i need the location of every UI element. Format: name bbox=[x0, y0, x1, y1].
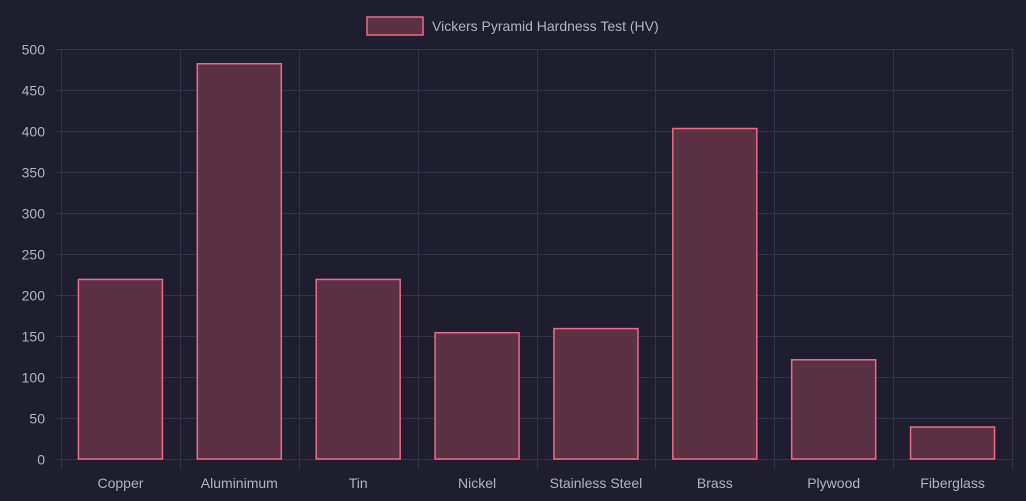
y-tick-label: 100 bbox=[22, 370, 46, 386]
legend-swatch[interactable] bbox=[366, 16, 424, 36]
x-tick-label: Stainless Steel bbox=[550, 475, 643, 491]
x-tick-label: Copper bbox=[97, 475, 143, 491]
bar-copper[interactable] bbox=[77, 278, 164, 460]
y-tick-label: 350 bbox=[22, 165, 46, 181]
y-tick-label: 300 bbox=[22, 206, 46, 222]
legend[interactable]: Vickers Pyramid Hardness Test (HV) bbox=[366, 16, 659, 36]
bar-tin[interactable] bbox=[315, 278, 401, 460]
y-tick-label: 150 bbox=[22, 329, 46, 345]
y-tick-label: 0 bbox=[37, 452, 45, 468]
legend-label[interactable]: Vickers Pyramid Hardness Test (HV) bbox=[432, 18, 659, 34]
bar-stainless-steel[interactable] bbox=[553, 327, 639, 460]
y-tick-label: 500 bbox=[22, 42, 46, 58]
y-tick-label: 250 bbox=[22, 247, 46, 263]
y-tick-label: 400 bbox=[22, 124, 46, 140]
x-tick-label: Tin bbox=[349, 475, 368, 491]
y-axis: 0 50 100 150 200 250 300 350 400 450 500 bbox=[22, 42, 46, 468]
x-tick-label: Plywood bbox=[807, 475, 860, 491]
bars bbox=[77, 63, 996, 460]
bar-nickel[interactable] bbox=[434, 331, 520, 460]
x-axis: Copper Aluminimum Tin Nickel Stainless Steel… bbox=[97, 475, 984, 491]
x-tick-label: Aluminimum bbox=[201, 475, 278, 491]
x-tick-label: Brass bbox=[697, 475, 733, 491]
bar-plywood[interactable] bbox=[790, 359, 877, 460]
bar-fiberglass[interactable] bbox=[909, 426, 996, 460]
y-tick-label: 450 bbox=[22, 83, 46, 99]
y-tick-label: 200 bbox=[22, 288, 46, 304]
bar-brass[interactable] bbox=[672, 127, 758, 460]
x-tick-label: Fiberglass bbox=[920, 475, 985, 491]
bar-aluminimum[interactable] bbox=[196, 63, 283, 460]
y-tick-label: 50 bbox=[29, 411, 45, 427]
x-tick-label: Nickel bbox=[458, 475, 496, 491]
